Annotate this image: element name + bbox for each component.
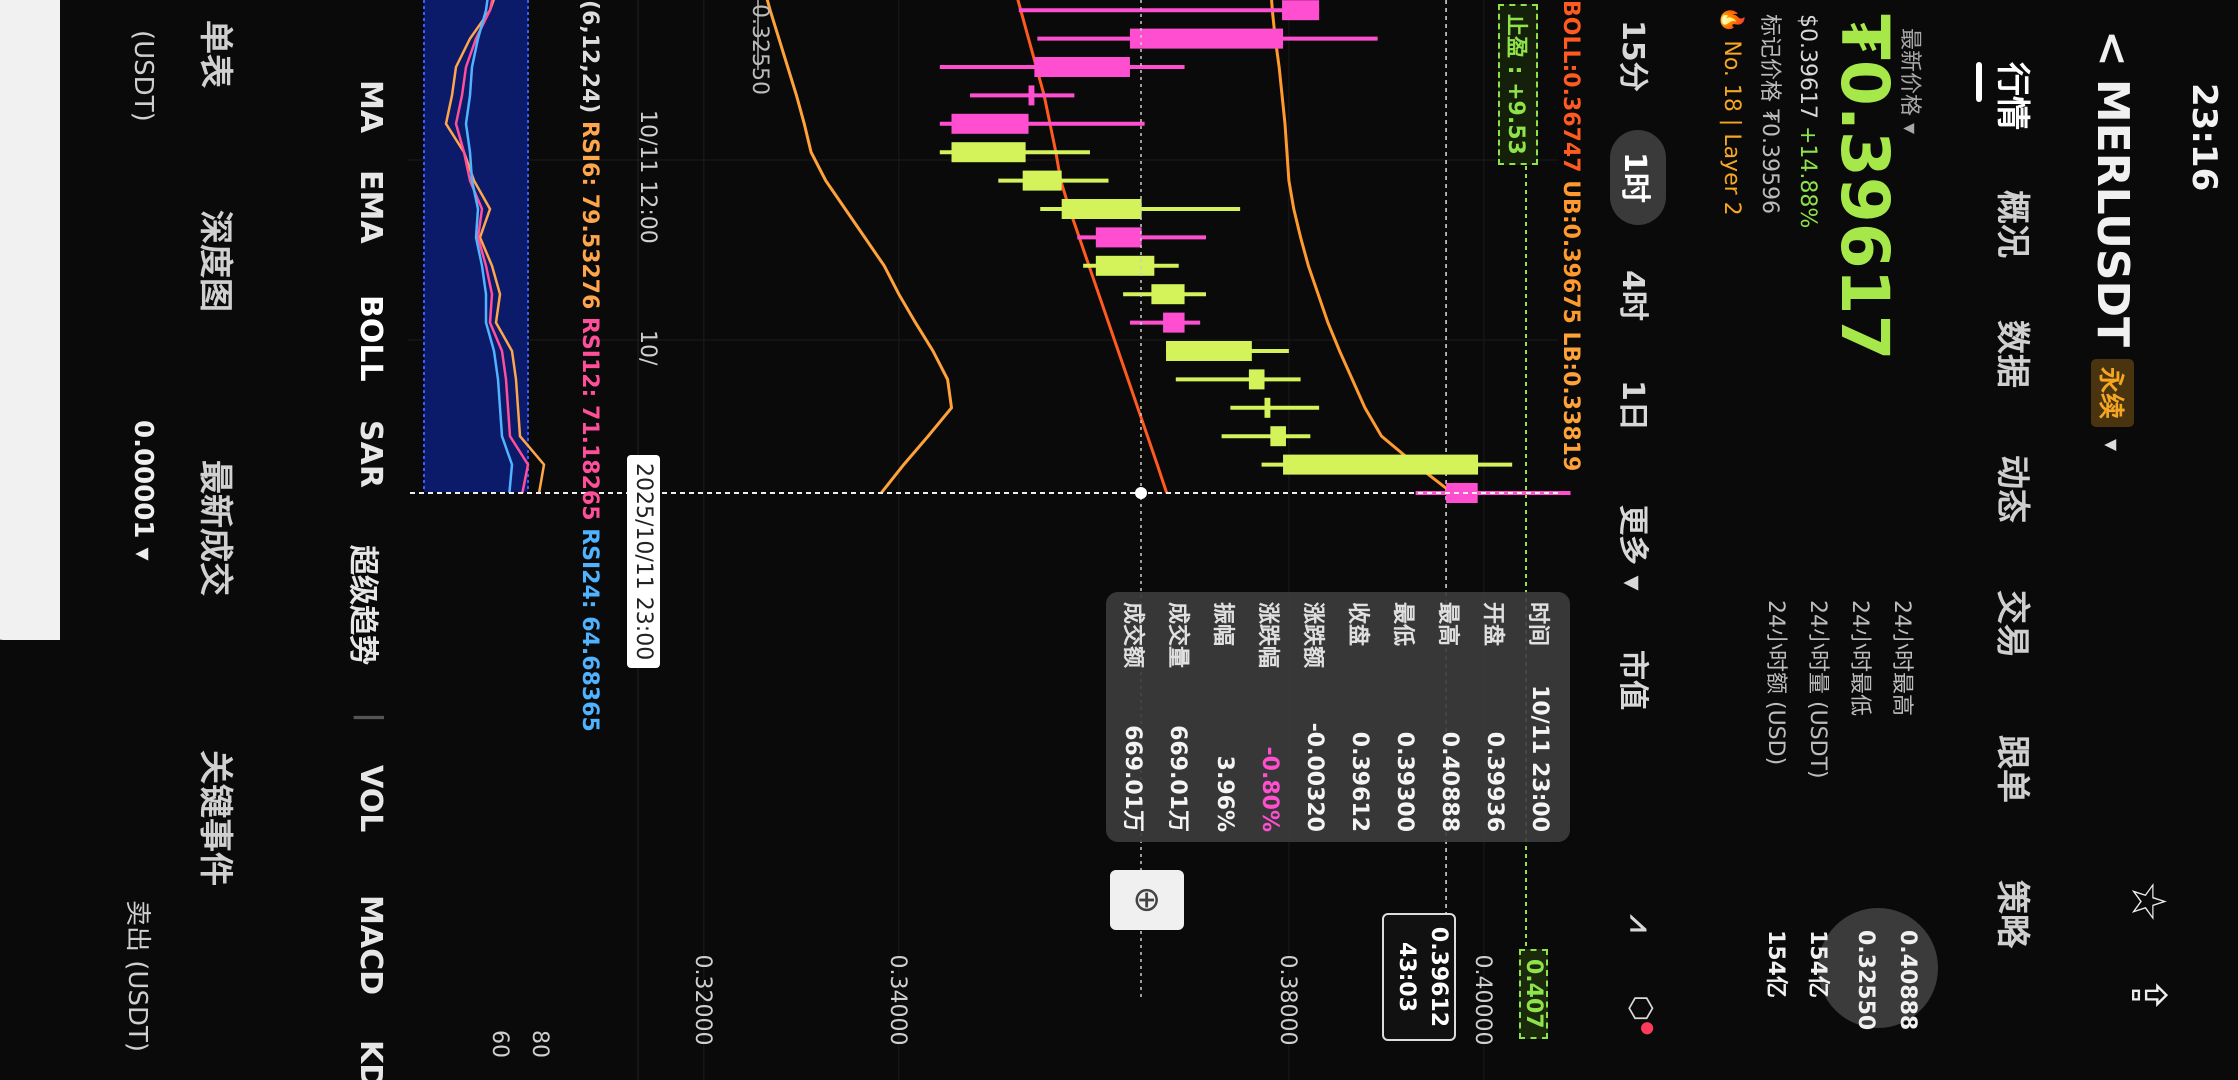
- tooltip-value: 669.01万: [1165, 725, 1190, 832]
- indicator-kdj[interactable]: KD: [353, 1040, 388, 1080]
- candle-up: [1151, 284, 1185, 305]
- candle-up: [1166, 341, 1252, 361]
- candle-up: [1248, 369, 1265, 390]
- tooltip-key: 最低: [1390, 602, 1415, 647]
- tooltip-value: 10/11 23:00: [1527, 685, 1553, 832]
- rsi-axis-60: 60: [487, 1030, 512, 1058]
- time-axis-label: 10/11 12:00: [635, 110, 660, 244]
- rsi6-line: [444, 0, 546, 494]
- tooltip-key: 涨跌幅: [1255, 602, 1280, 669]
- indicator-sar[interactable]: SAR: [353, 420, 388, 488]
- rsi-overbought-region: [424, 0, 528, 492]
- tooltip-row: 开盘 0.39936: [1473, 602, 1517, 832]
- tooltip-value: 669.01万: [1120, 725, 1145, 832]
- candle-down: [1034, 57, 1130, 77]
- tooltip-row: 成交额 669.01万: [1113, 602, 1157, 832]
- indicator-divider: |: [353, 712, 388, 723]
- take-profit-tag[interactable]: 止盈 : +9.53: [1498, 4, 1538, 165]
- tab-latest-trades[interactable]: 最新成交: [195, 460, 235, 596]
- tooltip-value: 0.39936: [1482, 731, 1508, 832]
- indicator-ma[interactable]: MA: [353, 80, 388, 134]
- rsi12-line: [454, 0, 530, 494]
- candle-down: [1028, 85, 1035, 106]
- rsi-params: (6,12,24): [577, 0, 602, 114]
- tooltip-key: 成交额: [1120, 602, 1145, 669]
- zoom-in-button[interactable]: ⊕: [1110, 870, 1184, 930]
- tooltip-key: 收盘: [1345, 602, 1370, 647]
- price-axis-label: 0.38000: [1275, 955, 1300, 1046]
- tab-order-book[interactable]: 单表: [195, 20, 235, 88]
- tooltip-row: 涨跌额 -0.00320: [1293, 602, 1337, 832]
- candle-up: [1270, 426, 1286, 447]
- crosshair-time-label: 2025/10/11 23:00: [627, 455, 660, 669]
- candle-down: [1129, 28, 1284, 49]
- boll-upper-line: [1268, 0, 1454, 495]
- tooltip-value: -0.00320: [1302, 722, 1328, 832]
- tooltip-value: 0.40888: [1437, 731, 1463, 832]
- rsi24-line: [464, 0, 514, 494]
- time-axis-label: 10/: [635, 330, 660, 366]
- price-axis-label: 0.40000: [1470, 955, 1495, 1046]
- candle-up: [1283, 454, 1479, 475]
- bottom-sheet[interactable]: [0, 0, 60, 640]
- low-marker-label: 0.32550: [747, 4, 772, 95]
- indicator-ema[interactable]: EMA: [353, 170, 388, 244]
- rsi-axis-80: 80: [527, 1030, 552, 1058]
- current-price-label: 0.39612 43:03: [1382, 913, 1456, 1041]
- tooltip-value: 0.39300: [1392, 731, 1418, 832]
- tooltip-row: 最高 0.40888: [1428, 602, 1472, 832]
- indicator-supertrend[interactable]: 超级趋势: [345, 545, 380, 665]
- book-right-header: 卖出 (USDT): [122, 900, 152, 1052]
- precision-select[interactable]: 0.00001 ▾: [128, 420, 158, 561]
- boll-lower-line: [760, 0, 954, 494]
- price-axis-label: 0.32000: [690, 955, 715, 1046]
- tooltip-row: 涨跌幅 -0.80%: [1248, 602, 1292, 832]
- rsi6-value: RSI6: 79.53276: [577, 121, 602, 310]
- tooltip-key: 成交量: [1165, 602, 1190, 669]
- tooltip-row: 收盘 0.39612: [1338, 602, 1382, 832]
- rsi-legend: (6,12,24) RSI6: 79.53276 RSI12: 71.18265…: [577, 0, 602, 732]
- tab-depth-chart[interactable]: 深度图: [195, 210, 235, 312]
- tooltip-row: 成交量 669.01万: [1158, 602, 1202, 832]
- candle-down: [951, 113, 1029, 134]
- candle-down: [1282, 0, 1320, 21]
- candle-up: [1264, 397, 1271, 418]
- rsi12-value: RSI12: 71.18265: [577, 316, 602, 521]
- candle-up: [951, 142, 1026, 163]
- candle-up: [1095, 255, 1155, 276]
- tooltip-value: -0.80%: [1257, 746, 1283, 832]
- tooltip-row: 振幅 3.96%: [1203, 602, 1247, 832]
- tab-key-events[interactable]: 关键事件: [195, 750, 235, 886]
- candle-up: [1061, 199, 1142, 219]
- tooltip-value: 3.96%: [1212, 755, 1238, 832]
- tooltip-row: 时间 10/11 23:00: [1518, 602, 1562, 832]
- indicator-macd[interactable]: MACD: [353, 895, 388, 995]
- tooltip-key: 涨跌额: [1300, 602, 1325, 669]
- tooltip-key: 时间: [1525, 602, 1550, 647]
- take-profit-price-label: 0.407: [1519, 949, 1548, 1039]
- crosshair-dot: [1135, 487, 1147, 499]
- candle-down: [1446, 483, 1478, 503]
- tooltip-value: 0.39612: [1347, 731, 1373, 832]
- current-price-value: 0.39612: [1426, 926, 1451, 1028]
- candle-up: [1022, 170, 1062, 191]
- indicator-boll[interactable]: BOLL: [353, 295, 388, 382]
- tooltip-key: 最高: [1435, 602, 1460, 647]
- tooltip-row: 最低 0.39300: [1383, 602, 1427, 832]
- indicator-vol[interactable]: VOL: [353, 765, 388, 833]
- candle-down: [1095, 227, 1142, 248]
- book-left-header: (USDT): [128, 30, 158, 122]
- tooltip-key: 振幅: [1210, 602, 1235, 647]
- candle-countdown: 43:03: [1394, 941, 1419, 1013]
- rsi24-value: RSI24: 64.68365: [577, 528, 602, 732]
- tooltip-key: 开盘: [1480, 602, 1505, 647]
- candle-tooltip: 时间 10/11 23:00 开盘 0.39936 最高 0.40888 最低 0.39300…: [1106, 592, 1570, 842]
- price-axis-label: 0.34000: [885, 955, 910, 1046]
- candle-down: [1163, 312, 1185, 333]
